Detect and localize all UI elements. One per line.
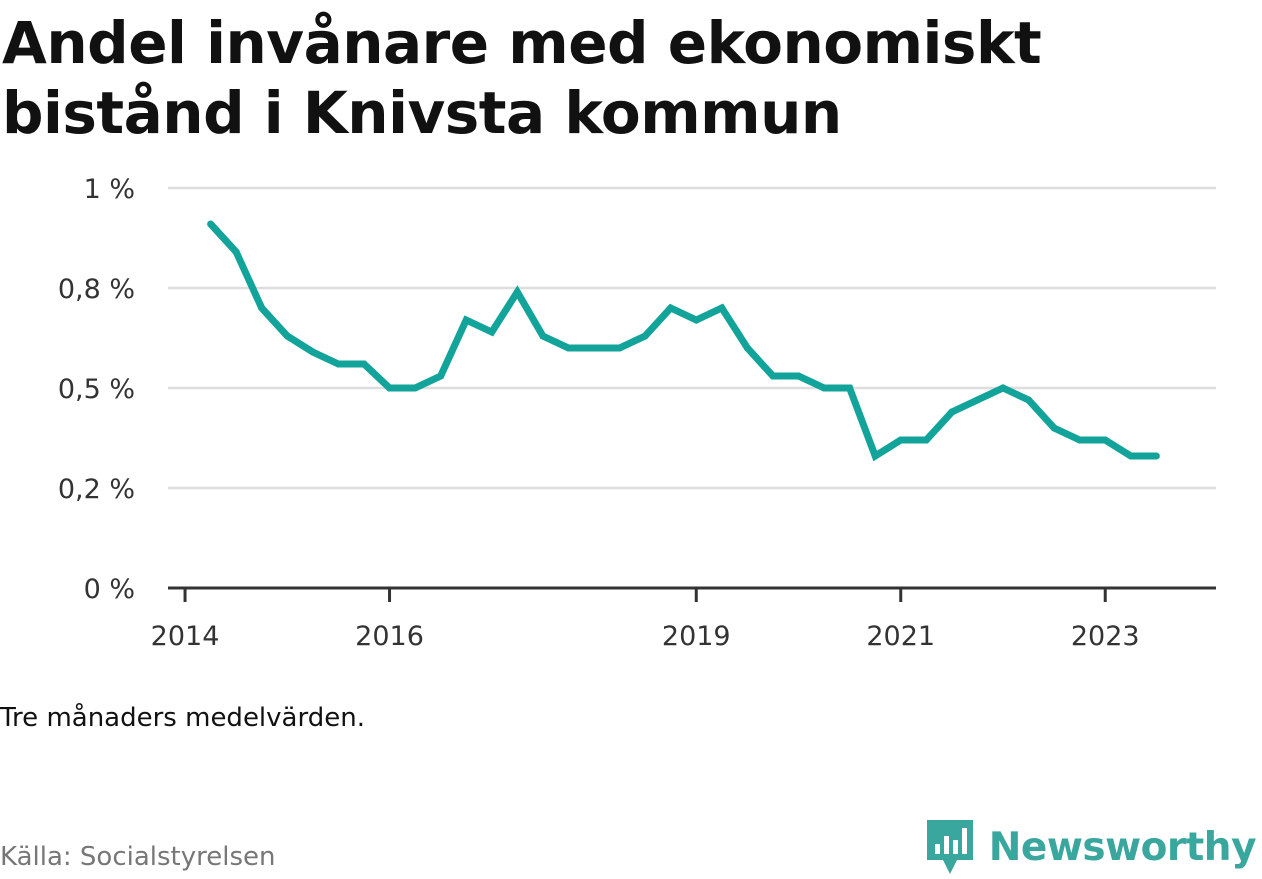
brand-logo: Newsworthy <box>925 818 1257 876</box>
data-point <box>999 384 1007 392</box>
data-point <box>1050 424 1058 432</box>
data-point <box>1152 452 1160 460</box>
data-point <box>922 436 930 444</box>
data-point <box>973 396 981 404</box>
data-point <box>283 332 291 340</box>
data-point <box>334 360 342 368</box>
series-line <box>208 221 1157 462</box>
data-point <box>692 316 700 324</box>
data-point <box>513 288 521 296</box>
y-tick-label: 0,2 % <box>58 474 135 505</box>
grid-lines <box>168 186 1216 490</box>
data-point <box>718 304 726 312</box>
y-tick-label: 0,8 % <box>58 274 135 305</box>
series-group <box>207 220 1160 462</box>
data-point <box>386 384 394 392</box>
data-point <box>258 304 266 312</box>
y-tick-label: 0 % <box>84 574 135 605</box>
data-point <box>539 332 547 340</box>
data-point <box>360 360 368 368</box>
data-point <box>820 384 828 392</box>
data-point <box>1127 452 1135 460</box>
data-point <box>590 344 598 352</box>
newsworthy-logo-icon <box>926 820 973 874</box>
data-point <box>1025 396 1033 404</box>
data-point <box>846 384 854 392</box>
y-tick-label: 0,5 % <box>58 374 135 405</box>
source-label: Källa: Socialstyrelsen <box>0 842 276 872</box>
data-point <box>411 384 419 392</box>
data-point <box>462 316 470 324</box>
x-axis-ticks: 2014 2016 2019 2021 2023 <box>151 588 1140 652</box>
data-point <box>437 372 445 380</box>
x-tick-label: 2014 <box>151 621 220 652</box>
data-point <box>769 372 777 380</box>
data-point <box>795 372 803 380</box>
data-point <box>1101 436 1109 444</box>
chart-title: Andel invånare med ekonomiskt bistånd i … <box>2 9 1042 147</box>
x-tick-label: 2016 <box>355 621 424 652</box>
data-point <box>641 332 649 340</box>
y-axis-tick-labels: 0 % 0,2 % 0,5 % 0,8 % 1 % <box>58 174 135 605</box>
y-tick-label: 1 % <box>84 174 135 205</box>
data-point <box>667 304 675 312</box>
data-point <box>871 452 879 460</box>
data-point <box>1076 436 1084 444</box>
x-tick-label: 2023 <box>1071 621 1140 652</box>
data-point <box>743 344 751 352</box>
line-chart: 0 %0,2 %0,5 %0,8 %1 % 2014 2016 2019 2021 20… <box>58 174 1216 652</box>
data-point <box>207 220 215 228</box>
chart-note: Tre månaders medelvärden. <box>0 703 365 733</box>
x-tick-label: 2021 <box>866 621 935 652</box>
data-point <box>488 328 496 336</box>
data-point <box>897 436 905 444</box>
data-point <box>232 248 240 256</box>
brand-name: Newsworthy <box>988 824 1257 870</box>
data-point <box>616 344 624 352</box>
data-point <box>309 348 317 356</box>
data-point <box>948 408 956 416</box>
data-point <box>564 344 572 352</box>
x-tick-label: 2019 <box>662 621 731 652</box>
